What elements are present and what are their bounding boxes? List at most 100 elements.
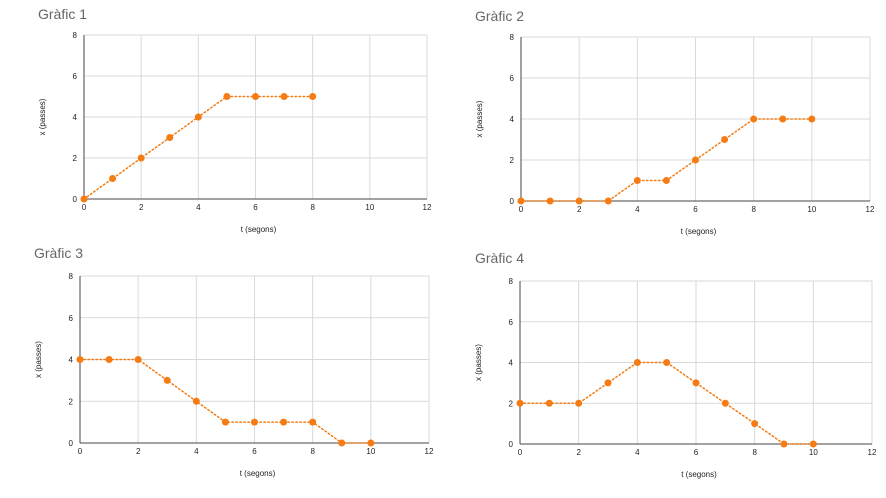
x-tick-label: 10 bbox=[366, 447, 375, 456]
y-tick-label: 6 bbox=[510, 74, 515, 83]
data-point bbox=[808, 115, 816, 123]
data-point bbox=[751, 420, 759, 428]
x-tick-label: 10 bbox=[809, 448, 818, 457]
data-point bbox=[109, 175, 117, 182]
data-point bbox=[251, 418, 258, 426]
data-point bbox=[80, 195, 88, 203]
chart-title: Gràfic 2 bbox=[475, 8, 525, 24]
chart-title: Gràfic 1 bbox=[38, 6, 88, 22]
data-point bbox=[192, 397, 200, 405]
x-tick-label: 4 bbox=[635, 205, 640, 214]
x-axis-label: t (segons) bbox=[240, 469, 276, 478]
x-tick-label: 2 bbox=[139, 203, 144, 212]
x-tick-label: 8 bbox=[752, 448, 757, 457]
data-point bbox=[663, 359, 671, 366]
y-axis-label: x (passes) bbox=[475, 100, 484, 137]
data-point bbox=[252, 93, 259, 100]
x-tick-label: 0 bbox=[518, 448, 523, 457]
data-point bbox=[604, 197, 612, 205]
data-point bbox=[692, 379, 700, 387]
chart-svg: 0 2 4 6 8 10 12 0 2 4 6 8 t (segons) x (passes) bbox=[34, 272, 434, 478]
y-tick-label: 4 bbox=[509, 359, 514, 368]
y-tick-label: 8 bbox=[73, 31, 78, 40]
y-tick-label: 8 bbox=[509, 277, 514, 286]
data-point bbox=[163, 376, 171, 384]
y-axis-label: x (passes) bbox=[474, 344, 483, 381]
data-point bbox=[280, 418, 288, 426]
y-tick-label: 4 bbox=[69, 356, 74, 365]
data-point bbox=[779, 115, 787, 123]
data-point bbox=[721, 136, 729, 143]
y-tick-label: 2 bbox=[69, 397, 74, 406]
data-point bbox=[809, 440, 817, 448]
y-tick-label: 0 bbox=[73, 195, 78, 204]
y-tick-label: 0 bbox=[510, 197, 515, 206]
data-point bbox=[137, 154, 145, 162]
y-tick-label: 4 bbox=[73, 113, 78, 122]
data-point bbox=[309, 418, 317, 426]
x-tick-label: 2 bbox=[577, 205, 582, 214]
data-point bbox=[780, 440, 788, 448]
chart-svg: 0 2 4 6 8 10 12 0 2 4 6 8 t (segons) x (passes) bbox=[38, 31, 432, 234]
data-point bbox=[221, 418, 229, 426]
data-point bbox=[223, 93, 231, 100]
y-tick-label: 2 bbox=[509, 399, 514, 408]
chart-title: Gràfic 4 bbox=[475, 250, 525, 266]
x-tick-label: 8 bbox=[751, 205, 756, 214]
y-tick-label: 6 bbox=[69, 314, 74, 323]
x-tick-label: 2 bbox=[136, 447, 141, 456]
y-tick-label: 8 bbox=[510, 33, 515, 42]
data-point bbox=[750, 115, 758, 123]
y-tick-label: 8 bbox=[69, 272, 74, 281]
data-point bbox=[604, 379, 612, 387]
y-tick-label: 2 bbox=[73, 154, 78, 163]
data-point bbox=[166, 134, 174, 141]
y-tick-label: 4 bbox=[510, 115, 515, 124]
data-point bbox=[105, 356, 113, 363]
x-tick-label: 12 bbox=[425, 447, 434, 456]
x-tick-label: 12 bbox=[423, 203, 432, 212]
x-tick-label: 8 bbox=[310, 447, 315, 456]
chart-grafic-4: Gràfic 4 0 2 4 6 8 10 12 0 2 4 6 8 t (segons) x (pass… bbox=[443, 249, 886, 498]
data-point bbox=[367, 439, 375, 447]
data-point bbox=[662, 177, 670, 184]
x-tick-label: 10 bbox=[807, 205, 816, 214]
x-tick-label: 4 bbox=[196, 203, 201, 212]
y-axis-label: x (passes) bbox=[34, 341, 43, 378]
chart-svg: 0 2 4 6 8 10 12 0 2 4 6 8 t (segons) x (passes) bbox=[474, 277, 877, 479]
chart-title: Gràfic 3 bbox=[34, 245, 84, 261]
data-point bbox=[516, 399, 524, 407]
x-tick-label: 4 bbox=[194, 447, 199, 456]
data-point bbox=[338, 439, 346, 447]
data-point bbox=[545, 399, 553, 407]
data-point bbox=[309, 93, 317, 100]
x-axis-label: t (segons) bbox=[241, 225, 277, 234]
data-point bbox=[633, 177, 641, 184]
data-point bbox=[194, 113, 202, 121]
x-tick-label: 6 bbox=[252, 447, 257, 456]
chart-svg: 0 2 4 6 8 10 12 0 2 4 6 8 t (segons) x (passes) bbox=[475, 33, 875, 236]
x-tick-label: 6 bbox=[693, 205, 698, 214]
x-tick-label: 6 bbox=[253, 203, 258, 212]
data-point bbox=[633, 359, 641, 366]
data-point bbox=[546, 197, 554, 205]
y-tick-label: 2 bbox=[510, 156, 515, 165]
y-tick-label: 6 bbox=[73, 72, 78, 81]
x-axis-label: t (segons) bbox=[681, 470, 717, 479]
data-point bbox=[721, 399, 729, 407]
x-tick-label: 12 bbox=[868, 448, 877, 457]
data-point bbox=[517, 197, 525, 205]
y-tick-label: 6 bbox=[509, 318, 514, 327]
chart-grafic-2: Gràfic 2 0 2 4 6 8 10 12 0 2 4 6 8 t (segons) x (pass… bbox=[443, 0, 886, 249]
data-point bbox=[692, 156, 699, 164]
y-tick-label: 0 bbox=[509, 440, 514, 449]
x-tick-label: 0 bbox=[82, 203, 87, 212]
x-tick-label: 12 bbox=[866, 205, 875, 214]
data-point bbox=[76, 356, 84, 363]
x-tick-label: 10 bbox=[365, 203, 374, 212]
x-tick-label: 4 bbox=[635, 448, 640, 457]
x-tick-label: 8 bbox=[310, 203, 315, 212]
chart-grafic-3: Gràfic 3 0 2 4 6 8 10 12 0 2 4 6 8 t (segons) x (pass… bbox=[0, 245, 443, 498]
x-axis-label: t (segons) bbox=[681, 227, 717, 236]
y-tick-label: 0 bbox=[69, 439, 74, 448]
